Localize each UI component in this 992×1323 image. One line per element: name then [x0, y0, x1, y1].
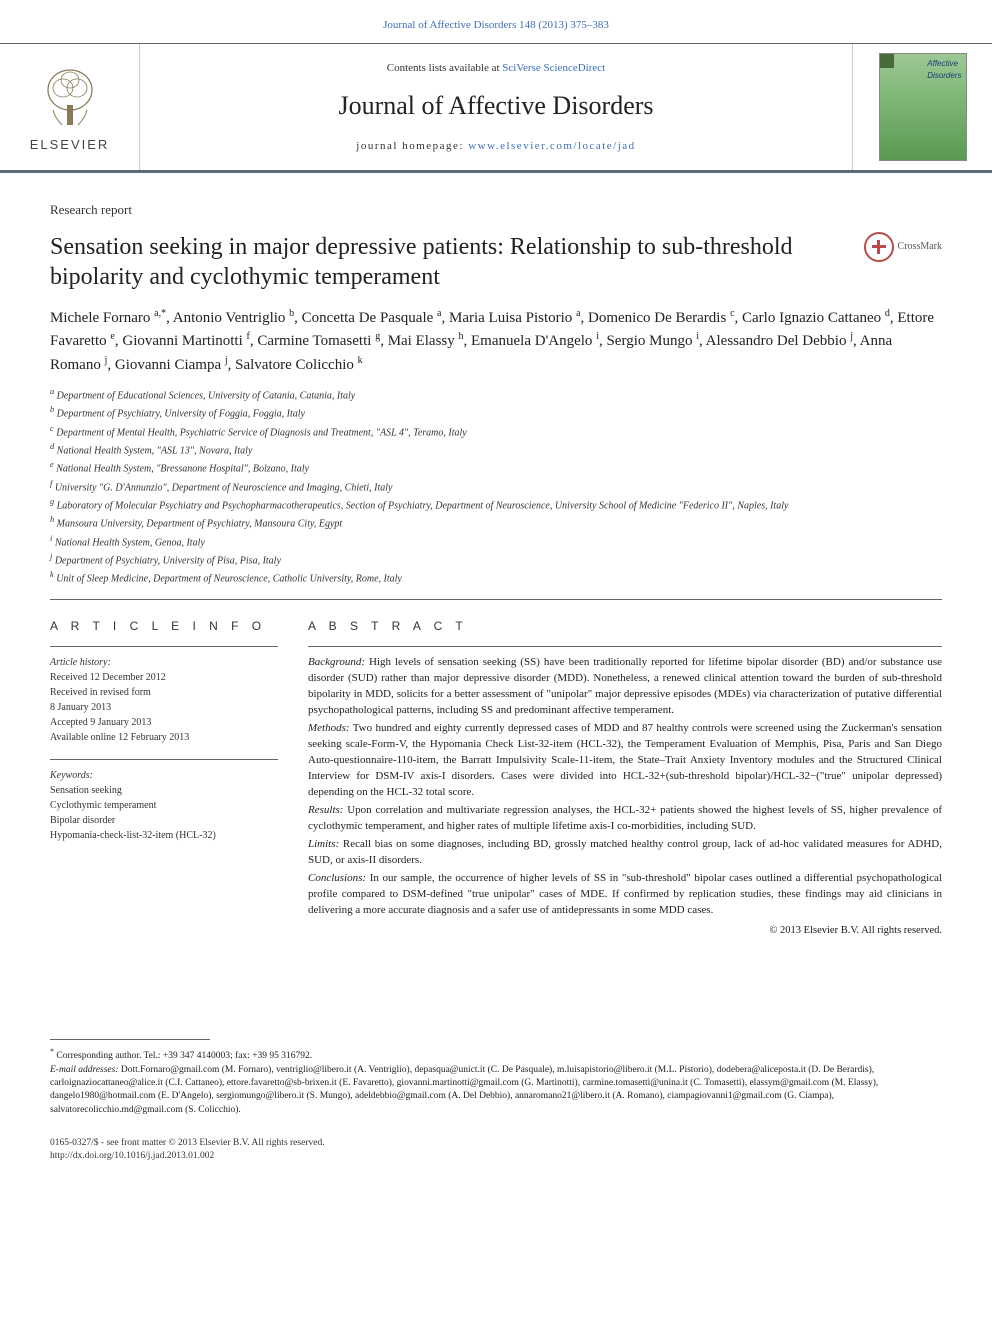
footnotes: * Corresponding author. Tel.: +39 347 41…: [0, 1046, 992, 1127]
abstract-section-label: Conclusions:: [308, 872, 366, 884]
affiliation-line: j Department of Psychiatry, University o…: [50, 551, 942, 568]
abstract-head: A B S T R A C T: [308, 618, 942, 635]
affiliation-line: a Department of Educational Sciences, Un…: [50, 386, 942, 403]
title-row: Sensation seeking in major depressive pa…: [50, 232, 942, 292]
journal-citation-link[interactable]: Journal of Affective Disorders 148 (2013…: [0, 0, 992, 43]
abstract-section-label: Limits:: [308, 838, 339, 850]
footnote-separator: [50, 1039, 210, 1040]
history-line: Accepted 9 January 2013: [50, 715, 278, 730]
affiliation-line: h Mansoura University, Department of Psy…: [50, 514, 942, 531]
abstract-column: A B S T R A C T Background: High levels …: [308, 618, 942, 939]
abstract-section: Background: High levels of sensation see…: [308, 655, 942, 719]
journal-cover-icon: Affective Disorders: [879, 53, 967, 161]
issn-line: 0165-0327/$ - see front matter © 2013 El…: [50, 1137, 942, 1150]
email-list: Dott.Fornaro@gmail.com (M. Fornaro), ven…: [50, 1065, 878, 1115]
affiliation-line: b Department of Psychiatry, University o…: [50, 404, 942, 421]
corr-text: Corresponding author. Tel.: +39 347 4140…: [56, 1051, 312, 1061]
keywords-label: Keywords:: [50, 768, 278, 783]
affiliation-line: i National Health System, Genoa, Italy: [50, 533, 942, 550]
article-info-head: A R T I C L E I N F O: [50, 618, 278, 635]
abstract-body: Background: High levels of sensation see…: [308, 646, 942, 918]
affiliation-line: g Laboratory of Molecular Psychiatry and…: [50, 496, 942, 513]
article-title: Sensation seeking in major depressive pa…: [50, 232, 864, 292]
authors-list: Michele Fornaro a,*, Antonio Ventriglio …: [50, 306, 942, 377]
journal-header: ELSEVIER Contents lists available at Sci…: [0, 43, 992, 173]
keyword-line: Cyclothymic temperament: [50, 798, 278, 813]
abstract-section: Limits: Recall bias on some diagnoses, i…: [308, 837, 942, 869]
keyword-line: Hypomania-check-list-32-item (HCL-32): [50, 828, 278, 843]
section-divider: [50, 599, 942, 600]
header-middle: Contents lists available at SciVerse Sci…: [140, 44, 852, 170]
abstract-section: Results: Upon correlation and multivaria…: [308, 803, 942, 835]
corresponding-author: * Corresponding author. Tel.: +39 347 41…: [50, 1046, 942, 1063]
cover-thumbnail-box: Affective Disorders: [852, 44, 992, 170]
history-block: Article history: Received 12 December 20…: [50, 646, 278, 745]
homepage-prefix: journal homepage:: [356, 140, 468, 152]
contents-line: Contents lists available at SciVerse Sci…: [387, 61, 605, 76]
crossmark-icon: [864, 232, 894, 262]
publisher-logo-box: ELSEVIER: [0, 44, 140, 170]
citation-text[interactable]: Journal of Affective Disorders 148 (2013…: [383, 19, 609, 31]
history-line: Received 12 December 2012: [50, 670, 278, 685]
article-info-column: A R T I C L E I N F O Article history: R…: [50, 618, 278, 939]
article-type: Research report: [50, 201, 942, 219]
doi-line: http://dx.doi.org/10.1016/j.jad.2013.01.…: [50, 1150, 942, 1163]
history-line: Available online 12 February 2013: [50, 730, 278, 745]
two-column-layout: A R T I C L E I N F O Article history: R…: [50, 618, 942, 939]
abstract-section-label: Results:: [308, 804, 343, 816]
history-label: Article history:: [50, 655, 278, 670]
history-line: 8 January 2013: [50, 700, 278, 715]
abstract-copyright: © 2013 Elsevier B.V. All rights reserved…: [308, 924, 942, 939]
crossmark-label: CrossMark: [898, 240, 942, 254]
crossmark-badge[interactable]: CrossMark: [864, 232, 942, 262]
sciencedirect-link[interactable]: SciVerse ScienceDirect: [502, 62, 605, 74]
homepage-link[interactable]: www.elsevier.com/locate/jad: [468, 140, 635, 152]
elsevier-tree-icon: [35, 60, 105, 130]
article-main: Research report Sensation seeking in maj…: [0, 173, 992, 959]
affiliations-list: a Department of Educational Sciences, Un…: [50, 386, 942, 587]
homepage-line: journal homepage: www.elsevier.com/locat…: [356, 139, 635, 154]
keyword-line: Sensation seeking: [50, 783, 278, 798]
bottom-matter: 0165-0327/$ - see front matter © 2013 El…: [0, 1127, 992, 1194]
keywords-block: Keywords: Sensation seekingCyclothymic t…: [50, 759, 278, 843]
affiliation-line: d National Health System, "ASL 13", Nova…: [50, 441, 942, 458]
keyword-line: Bipolar disorder: [50, 813, 278, 828]
email-label: E-mail addresses:: [50, 1065, 119, 1075]
abstract-section-label: Methods:: [308, 722, 350, 734]
abstract-section-label: Background:: [308, 656, 365, 668]
affiliation-line: e National Health System, "Bressanone Ho…: [50, 459, 942, 476]
affiliation-line: k Unit of Sleep Medicine, Department of …: [50, 569, 942, 586]
affiliation-line: c Department of Mental Health, Psychiatr…: [50, 423, 942, 440]
email-addresses: E-mail addresses: Dott.Fornaro@gmail.com…: [50, 1064, 942, 1117]
cover-word-1: Affective: [927, 59, 958, 68]
publisher-name: ELSEVIER: [30, 136, 110, 154]
journal-name: Journal of Affective Disorders: [338, 88, 653, 124]
affiliation-line: f University "G. D'Annunzio", Department…: [50, 478, 942, 495]
cover-word-2: Disorders: [927, 71, 961, 80]
abstract-section: Methods: Two hundred and eighty currentl…: [308, 721, 942, 801]
history-line: Received in revised form: [50, 685, 278, 700]
contents-prefix: Contents lists available at: [387, 62, 502, 74]
abstract-section: Conclusions: In our sample, the occurren…: [308, 871, 942, 919]
